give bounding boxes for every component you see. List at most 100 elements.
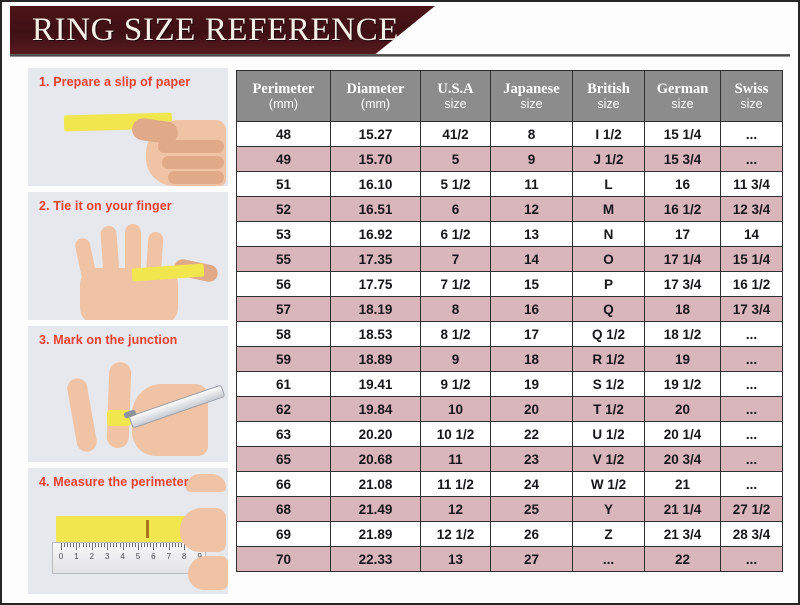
table-row: 65 20.68 11 23 V 1/2 20 3/4... [236, 446, 783, 472]
table-cell: P [572, 271, 645, 297]
table-cell: 15 1/4 [720, 246, 783, 272]
table-cell: U 1/2 [572, 421, 645, 447]
ruler-minor-tick [159, 543, 161, 547]
table-cell: 22 [644, 546, 721, 572]
table-cell: 16.51 [330, 196, 421, 222]
table-cell: 25 [490, 496, 573, 522]
table-cell: 10 [420, 396, 491, 422]
table-cell: 61 [236, 371, 331, 397]
table-cell: 12 3/4 [720, 196, 783, 222]
table-cell: 69 [236, 521, 331, 547]
table-cell: ... [572, 546, 645, 572]
step-4-label: 4. Measure the perimeter [39, 475, 189, 489]
column-header-line1: British [587, 80, 630, 97]
ruler-tick [153, 543, 155, 550]
table-cell: 16 [644, 171, 721, 197]
table-cell: 15.70 [330, 146, 421, 172]
ruler-number: 1 [74, 552, 79, 561]
table-cell: 13 [490, 221, 573, 247]
header-banner: RING SIZE REFERENCE [2, 6, 798, 62]
table-cell: ... [720, 121, 783, 147]
step-2-photo [28, 192, 228, 320]
step-1-photo [28, 68, 228, 186]
table-cell: 20.68 [330, 446, 421, 472]
table-cell: Q [572, 296, 645, 322]
finger-shape [162, 156, 224, 169]
table-row: 58 18.53 8 1/2 17 Q 1/2 18 1/2... [236, 321, 783, 347]
table-cell: 10 1/2 [420, 421, 491, 447]
table-cell: J 1/2 [572, 146, 645, 172]
step-2-label: 2. Tie it on your finger [39, 199, 172, 213]
table-cell: ... [720, 446, 783, 472]
table-row: 57 18.19 8 16 Q 18 17 3/4 [236, 296, 783, 322]
table-cell: 18 [644, 296, 721, 322]
table-cell: 19.41 [330, 371, 421, 397]
ruler-minor-tick [171, 543, 173, 547]
step-3-photo [28, 326, 228, 462]
finger-shape [106, 361, 132, 449]
table-cell: 24 [490, 471, 573, 497]
ruler-minor-tick [174, 543, 176, 547]
table-cell: 22 [490, 421, 573, 447]
table-cell: 18.89 [330, 346, 421, 372]
column-header-line1: U.S.A [437, 80, 474, 97]
ruler-minor-tick [141, 543, 143, 547]
ruler-tick [122, 543, 124, 550]
table-cell: 16.10 [330, 171, 421, 197]
ring-size-table-container: Perimeter (mm) Diameter (mm) U.S.A size Japane… [236, 70, 783, 572]
table-cell: 18.19 [330, 296, 421, 322]
ruler-number: 3 [104, 552, 110, 561]
ring-size-table: Perimeter (mm) Diameter (mm) U.S.A size Japane… [236, 70, 783, 572]
banner-shape: RING SIZE REFERENCE [10, 6, 435, 54]
ruler-minor-tick [70, 543, 72, 547]
page-title: RING SIZE REFERENCE [32, 11, 400, 48]
table-cell: 18 1/2 [644, 321, 721, 347]
table-cell: ... [720, 396, 783, 422]
table-cell: 70 [236, 546, 331, 572]
ruler-minor-tick [147, 543, 149, 547]
table-cell: 17 [644, 221, 721, 247]
table-cell: 12 [420, 496, 491, 522]
column-header-line2: size [444, 96, 467, 111]
table-cell: 59 [236, 346, 331, 372]
table-cell: 11 [420, 446, 491, 472]
ruler-tick [61, 543, 62, 550]
ruler-shape: 0123456789 [52, 542, 206, 574]
instruction-steps: 1. Prepare a slip of paper 2. Tie it on … [28, 68, 228, 600]
table-cell: 57 [236, 296, 331, 322]
table-cell: 17 1/4 [644, 246, 721, 272]
table-cell: ... [720, 421, 783, 447]
table-cell: ... [720, 321, 783, 347]
table-cell: 5 1/2 [420, 171, 491, 197]
ruler-minor-tick [181, 543, 183, 547]
table-cell: M [572, 196, 645, 222]
finger-shape [180, 508, 226, 552]
table-cell: 15 3/4 [644, 146, 721, 172]
table-cell: 68 [236, 496, 331, 522]
table-cell: 21 3/4 [644, 521, 721, 547]
table-cell: 15 [490, 271, 573, 297]
table-row: 56 17.75 7 1/2 15 P 17 3/4 16 1/2 [236, 271, 783, 297]
table-cell: 7 1/2 [420, 271, 491, 297]
table-cell: 16 1/2 [644, 196, 721, 222]
table-cell: 9 1/2 [420, 371, 491, 397]
table-header-row: Perimeter (mm) Diameter (mm) U.S.A size Japane… [236, 70, 783, 122]
table-cell: 8 [490, 121, 573, 147]
table-cell: 23 [490, 446, 573, 472]
ruler-number: 5 [135, 552, 141, 561]
column-header-line2: size [597, 96, 620, 111]
column-header-1: Diameter (mm) [330, 70, 421, 122]
column-header-2: U.S.A size [420, 70, 491, 122]
table-row: 59 18.89 9 18 R 1/2 19... [236, 346, 783, 372]
table-row: 63 20.20 10 1/2 22 U 1/2 20 1/4... [236, 421, 783, 447]
ruler-minor-tick [101, 543, 103, 547]
table-row: 51 16.10 5 1/2 11 L 16 11 3/4 [236, 171, 783, 197]
ruler-minor-tick [116, 543, 118, 547]
table-cell: 62 [236, 396, 331, 422]
table-header: Perimeter (mm) Diameter (mm) U.S.A size Japane… [236, 70, 783, 122]
ruler-tick [91, 543, 93, 550]
table-cell: 27 [490, 546, 573, 572]
table-row: 68 21.49 12 25 Y 21 1/4 27 1/2 [236, 496, 783, 522]
table-row: 66 21.08 11 1/2 24 W 1/2 21... [236, 471, 783, 497]
ruler-minor-tick [150, 543, 152, 547]
